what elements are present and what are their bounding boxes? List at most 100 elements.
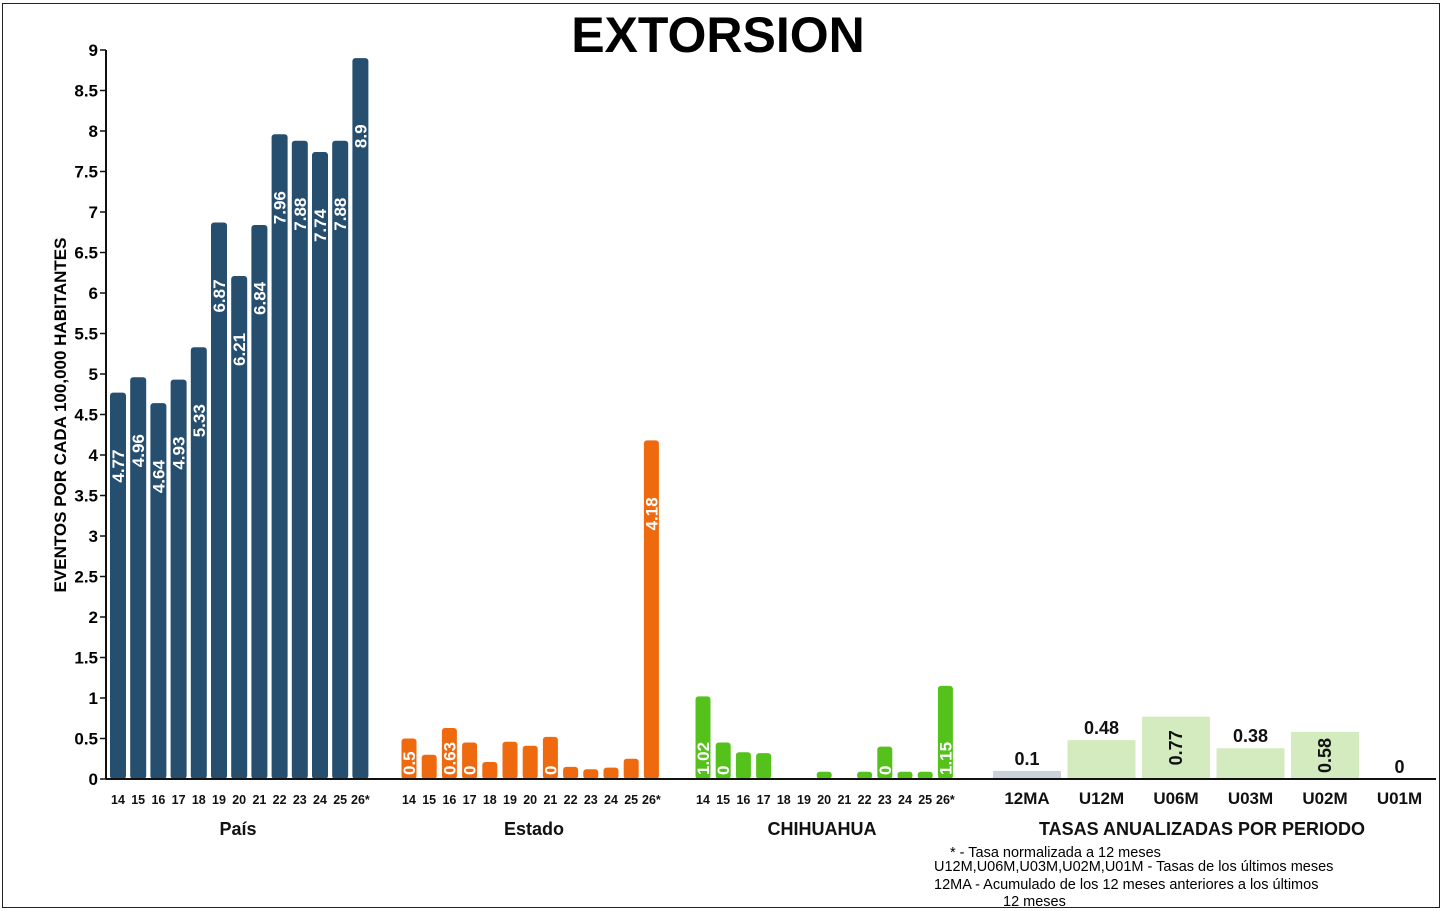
bar-value-label: 7.88	[331, 198, 350, 231]
x-tick-label: 23	[293, 793, 307, 807]
x-tick-label: 19	[797, 793, 811, 807]
x-tick-label: 18	[777, 793, 791, 807]
bar	[522, 745, 538, 779]
bar-value-label: 0.38	[1233, 726, 1268, 746]
y-tick-label: 1	[89, 689, 98, 708]
y-tick-label: 3.5	[74, 487, 98, 506]
x-tick-label: 16	[736, 793, 750, 807]
x-tick-label: 20	[232, 793, 246, 807]
bar	[150, 403, 167, 779]
x-tick-label: 16	[442, 793, 456, 807]
x-tick-label: 23	[584, 793, 598, 807]
x-tick-label: 25	[333, 793, 347, 807]
y-tick-label: 6	[89, 284, 98, 303]
x-tick-label: 14	[402, 793, 416, 807]
bar	[993, 770, 1061, 779]
bar-value-label: 8.9	[351, 124, 370, 148]
x-tick-label: 15	[131, 793, 145, 807]
bar	[271, 134, 288, 780]
chart-frame	[2, 3, 1440, 908]
y-tick-label: 4	[89, 446, 99, 465]
x-tick-label: 17	[172, 793, 186, 807]
x-tick-label: 18	[192, 793, 206, 807]
x-tick-label: 26*	[936, 793, 955, 807]
note-periods: U12M,U06M,U03M,U02M,U01M - Tasas de los …	[934, 859, 1334, 875]
bar-value-label: 4.18	[642, 497, 661, 530]
bars: 4.77 4.964.644.935.336.876.216.847.96 7.88…	[109, 58, 1405, 780]
x-tick-label: 15	[422, 793, 436, 807]
bar	[190, 347, 207, 779]
bar	[231, 275, 248, 779]
x-tick-label: 22	[564, 793, 578, 807]
bar	[251, 224, 268, 779]
x-tick-label: U01M	[1377, 789, 1422, 808]
y-tick-label: 6.5	[74, 244, 98, 263]
bar-value-label: 0	[541, 766, 560, 775]
x-tick-label: 17	[463, 793, 477, 807]
x-tick-label: 20	[817, 793, 831, 807]
bar-value-label: 0	[876, 766, 895, 775]
x-tick-label: 21	[543, 793, 557, 807]
x-tick-label: 23	[878, 793, 892, 807]
y-tick-label: 5.5	[74, 325, 98, 344]
x-axis: 14 15 16 17 18 19 20 21 22 23 24 25 26* País 14 15 16 17 1…	[106, 778, 1436, 839]
bar	[917, 771, 933, 779]
bar	[421, 754, 437, 779]
y-tick-label: 8	[89, 122, 98, 141]
bar-value-label: 0.63	[440, 742, 459, 775]
x-tick-label: 14	[696, 793, 710, 807]
bar-value-label: 4.77	[109, 450, 128, 483]
x-tick-label: U03M	[1228, 789, 1273, 808]
bar-value-label: 0	[714, 766, 733, 775]
x-tick-label: 12MA	[1004, 789, 1049, 808]
bar	[462, 742, 478, 779]
bar-value-label: 0	[461, 766, 480, 775]
chart-title: EXTORSION	[571, 7, 865, 63]
x-tick-label: 22	[273, 793, 287, 807]
bar	[756, 753, 772, 779]
bar	[695, 696, 711, 779]
group-label: TASAS ANUALIZADAS POR PERIODO	[1039, 819, 1365, 839]
bar	[130, 377, 147, 779]
bar	[1291, 732, 1359, 779]
bar	[735, 752, 751, 779]
y-tick-label: 7.5	[74, 163, 98, 182]
bar	[937, 685, 953, 779]
x-tick-label: U02M	[1302, 789, 1347, 808]
group-label: CHIHUAHUA	[768, 819, 877, 839]
x-tick-label: 15	[716, 793, 730, 807]
bar	[643, 440, 659, 779]
x-tick-label: 22	[858, 793, 872, 807]
bar-value-label: 0.58	[1315, 738, 1335, 773]
y-tick-label: 0	[89, 770, 98, 789]
x-tick-label: 26*	[642, 793, 661, 807]
x-tick-label: 21	[837, 793, 851, 807]
x-tick-label: 25	[918, 793, 932, 807]
bar-value-label: 4.64	[149, 460, 168, 494]
bar-value-label: 1.15	[936, 742, 955, 775]
y-tick-label: 9	[89, 41, 98, 60]
x-tick-label: U06M	[1153, 789, 1198, 808]
x-tick-label: 26*	[351, 793, 370, 807]
bar-value-label: 0	[1394, 757, 1404, 777]
bar	[211, 222, 227, 779]
x-tick-label: 14	[111, 793, 125, 807]
bar-value-label: 5.33	[190, 404, 209, 437]
y-tick-label: 2	[89, 608, 98, 627]
group-label: País	[219, 819, 256, 839]
bar-value-label: 6.21	[230, 333, 249, 366]
bar	[857, 771, 873, 779]
note-asterisk: * - Tasa normalizada a 12 meses	[950, 845, 1161, 861]
bar-value-label: 6.87	[210, 279, 229, 312]
bar-value-label: 0.5	[400, 751, 419, 775]
x-tick-label: 25	[624, 793, 638, 807]
bar	[502, 741, 518, 779]
bar	[1142, 716, 1210, 779]
y-axis-label: EVENTOS POR CADA 100,000 HABITANTES	[51, 238, 70, 593]
x-tick-label: U12M	[1079, 789, 1124, 808]
x-tick-label: 20	[523, 793, 537, 807]
bar	[401, 738, 417, 779]
bar	[877, 746, 893, 779]
y-tick-label: 7	[89, 203, 98, 222]
